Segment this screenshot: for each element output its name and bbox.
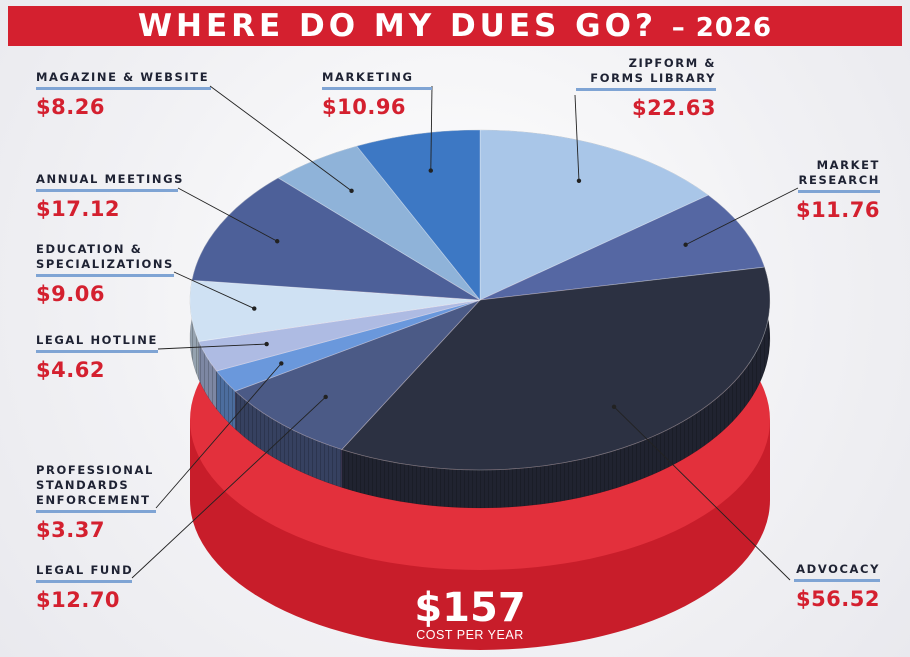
- label-zipform-name-1: ZIPFORM &: [628, 56, 716, 70]
- leader-dot: [576, 178, 582, 183]
- label-education-value: $9.06: [36, 282, 105, 306]
- leader-line: [613, 406, 791, 581]
- slice-legal-fund: [234, 299, 481, 450]
- label-pse: PROFESSIONAL STANDARDS ENFORCEMENT $3.37: [36, 463, 156, 542]
- slice-side-texture-legal-hotline: [198, 341, 217, 410]
- label-market-rule: [798, 190, 880, 193]
- slice-annual-meetings: [191, 177, 481, 301]
- label-education: EDUCATION & SPECIALIZATIONS $9.06: [36, 242, 174, 306]
- leader-dot: [275, 239, 280, 244]
- label-annual-name: ANNUAL MEETINGS: [36, 172, 184, 186]
- label-magazine-name: MAGAZINE & WEBSITE: [36, 70, 210, 84]
- leader-line: [131, 396, 326, 579]
- label-magazine-value: $8.26: [36, 95, 105, 119]
- slice-zipform-forms-library: [479, 129, 709, 301]
- leader-line: [157, 343, 267, 350]
- label-pse-rule: [36, 510, 156, 513]
- leader-dot: [683, 242, 688, 247]
- slice-magazine-website: [277, 145, 481, 301]
- slice-professional-standards-enforcement: [215, 299, 481, 392]
- slice-side-texture-advocacy: [341, 267, 771, 509]
- label-annual-value: $17.12: [36, 197, 121, 221]
- slice-side-texture-education-specializations: [189, 280, 199, 380]
- leader-line: [430, 85, 433, 171]
- label-education-name-1: EDUCATION &: [36, 242, 143, 256]
- label-marketing-name: MARKETING: [322, 70, 414, 84]
- label-annual-rule: [36, 189, 178, 192]
- title-text: WHERE DO MY DUES GO?: [137, 8, 657, 44]
- label-magazine: MAGAZINE & WEBSITE $8.26: [36, 70, 211, 119]
- label-zipform-rule: [576, 88, 716, 91]
- leader-line: [685, 187, 799, 246]
- label-legal-fund: LEGAL FUND $12.70: [36, 563, 133, 612]
- label-marketing-value: $10.96: [322, 95, 407, 119]
- leader-line: [155, 363, 282, 509]
- label-pse-value: $3.37: [36, 518, 105, 542]
- total-caption: COST PER YEAR: [416, 628, 524, 642]
- leader-line: [173, 271, 255, 310]
- label-zipform-name-2: FORMS LIBRARY: [590, 71, 716, 85]
- label-legal-fund-name: LEGAL FUND: [36, 563, 134, 577]
- label-pse-name-3: ENFORCEMENT: [36, 493, 151, 507]
- label-zipform-value: $22.63: [631, 96, 716, 120]
- label-market-name-2: RESEARCH: [798, 173, 880, 187]
- leader-line: [177, 187, 278, 242]
- label-advocacy: ADVOCACY $56.52: [794, 562, 880, 611]
- label-zipform: ZIPFORM & FORMS LIBRARY $22.63: [576, 56, 716, 120]
- slice-market-research: [479, 194, 766, 301]
- label-legal-fund-value: $12.70: [36, 588, 121, 612]
- label-market-value: $11.76: [795, 198, 880, 222]
- slice-side-texture-professional-standards-enforcement: [216, 371, 236, 430]
- label-magazine-rule: [36, 87, 211, 90]
- label-market-name-1: MARKET: [816, 158, 880, 172]
- leader-dot: [252, 306, 257, 311]
- label-advocacy-name: ADVOCACY: [796, 562, 880, 576]
- label-pse-name-1: PROFESSIONAL: [36, 463, 154, 477]
- label-hotline: LEGAL HOTLINE $4.62: [36, 333, 158, 382]
- label-pse-name-2: STANDARDS: [36, 478, 130, 492]
- leader-dot: [264, 341, 269, 347]
- title-year: – 2026: [671, 13, 773, 43]
- label-hotline-rule: [36, 350, 158, 353]
- slice-advocacy: [341, 266, 771, 471]
- label-marketing: MARKETING $10.96: [322, 70, 432, 119]
- leader-dot: [349, 188, 354, 194]
- leader-line: [574, 94, 580, 181]
- label-education-name-2: SPECIALIZATIONS: [36, 257, 174, 271]
- label-advocacy-value: $56.52: [795, 587, 880, 611]
- label-marketing-rule: [322, 87, 432, 90]
- total-amount: $157: [414, 585, 526, 631]
- slice-legal-hotline: [198, 299, 481, 372]
- label-hotline-name: LEGAL HOTLINE: [36, 333, 158, 347]
- leader-dot: [611, 404, 617, 410]
- pie-tops: [189, 129, 771, 471]
- label-hotline-value: $4.62: [36, 358, 105, 382]
- leader-lines: [131, 85, 799, 581]
- label-annual: ANNUAL MEETINGS $17.12: [36, 172, 184, 221]
- leader-dot: [323, 394, 328, 400]
- label-advocacy-rule: [794, 579, 880, 582]
- leader-dot: [428, 168, 433, 173]
- label-market: MARKET RESEARCH $11.76: [796, 158, 880, 222]
- leader-dot: [279, 361, 284, 366]
- label-legal-fund-rule: [36, 580, 132, 583]
- slice-marketing: [356, 129, 481, 302]
- title-banner: WHERE DO MY DUES GO? – 2026: [8, 6, 902, 46]
- leader-line: [209, 85, 352, 192]
- label-education-rule: [36, 274, 174, 277]
- slice-side-texture-legal-fund: [235, 391, 342, 488]
